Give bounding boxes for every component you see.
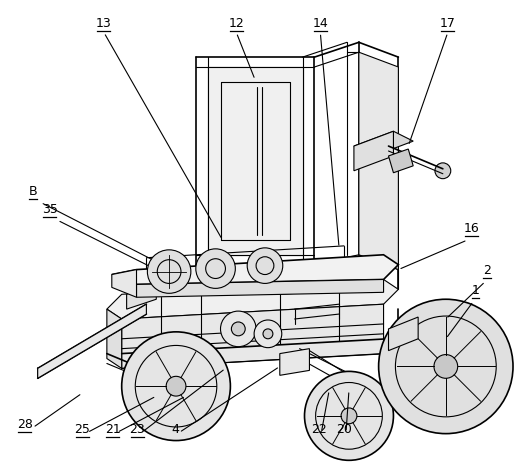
Text: 22: 22 [311, 422, 327, 436]
Text: 1: 1 [471, 284, 479, 297]
Circle shape [231, 322, 245, 336]
Circle shape [263, 329, 273, 339]
Circle shape [254, 320, 282, 348]
Polygon shape [354, 131, 413, 156]
Polygon shape [107, 279, 398, 319]
Circle shape [379, 299, 513, 434]
Text: 4: 4 [171, 422, 179, 436]
Circle shape [122, 332, 230, 440]
Circle shape [220, 311, 256, 347]
Polygon shape [122, 304, 383, 368]
Polygon shape [127, 277, 166, 294]
Circle shape [435, 163, 451, 179]
Text: B: B [28, 186, 37, 198]
Text: 17: 17 [440, 17, 456, 31]
Circle shape [341, 408, 357, 424]
Polygon shape [208, 67, 302, 255]
Polygon shape [112, 269, 137, 297]
Polygon shape [354, 131, 393, 171]
Text: 13: 13 [96, 17, 112, 31]
Text: 12: 12 [228, 17, 244, 31]
Circle shape [196, 249, 235, 288]
Polygon shape [127, 284, 156, 309]
Polygon shape [137, 279, 383, 297]
Polygon shape [112, 255, 398, 284]
Polygon shape [38, 304, 146, 378]
Text: 35: 35 [42, 203, 57, 216]
Circle shape [166, 376, 186, 396]
Circle shape [305, 371, 393, 460]
Polygon shape [280, 349, 309, 375]
Circle shape [247, 248, 283, 284]
Text: 23: 23 [129, 422, 145, 436]
Polygon shape [107, 309, 122, 368]
Text: 2: 2 [483, 265, 491, 277]
Text: 21: 21 [105, 422, 120, 436]
Polygon shape [389, 317, 418, 350]
Circle shape [434, 355, 458, 378]
Text: 16: 16 [463, 222, 479, 235]
Polygon shape [389, 149, 413, 173]
Text: 14: 14 [312, 17, 328, 31]
Text: 20: 20 [336, 422, 352, 436]
Text: 25: 25 [74, 422, 90, 436]
Text: 28: 28 [17, 418, 33, 430]
Circle shape [147, 250, 191, 293]
Polygon shape [359, 52, 398, 269]
